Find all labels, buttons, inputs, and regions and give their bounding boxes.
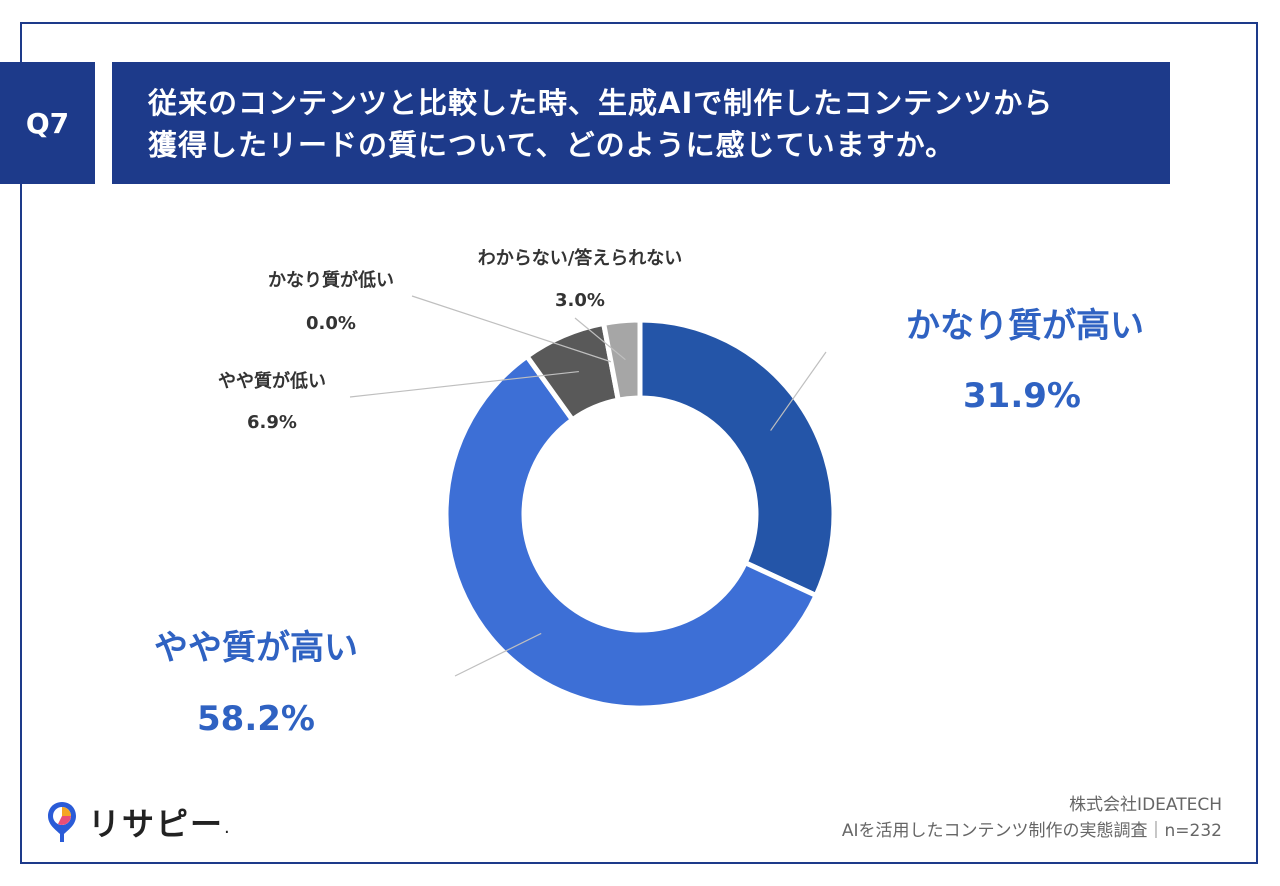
slice-somewhat-high [443,352,820,711]
label-very-high-name: かなり質が高い [906,306,1144,346]
label-somewhat-high-name: やや質が高い [154,628,358,668]
label-very-low-value: 0.0% [306,313,356,334]
leader-line [574,317,626,361]
question-title: 従来のコンテンツと比較した時、生成AIで制作したコンテンツから 獲得したリードの… [112,62,1170,184]
donut-slices [443,317,837,711]
leader-line [454,632,542,677]
label-very-high-value: 31.9% [963,376,1081,416]
question-line-1: 従来のコンテンツと比較した時、生成AIで制作したコンテンツから [148,86,1054,120]
question-badge: Q7 [0,62,95,184]
leader-line [770,351,827,431]
brand-name: リサピー [88,805,225,843]
label-somewhat-low-name: やや質が低い [218,370,326,392]
leader-line [349,370,579,398]
label-somewhat-high-value: 58.2% [197,699,315,739]
brand-dot: . [224,817,230,838]
map-pin-icon [46,800,78,844]
label-unknown-name: わからない/答えられない [478,247,683,269]
source-company: 株式会社IDEATECH [1069,795,1222,815]
source-survey: AIを活用したコンテンツ制作の実態調査｜n=232 [841,821,1222,841]
label-somewhat-low-value: 6.9% [247,412,297,433]
leader-lines [349,295,827,677]
slice-unknown [600,317,643,403]
source-note: 株式会社IDEATECH AIを活用したコンテンツ制作の実態調査｜n=232 [842,792,1222,844]
brand-logo: リサピー . [46,800,230,844]
question-line-2: 獲得したリードの質について、どのように感じていますか。 [148,128,956,162]
label-very-low-name: かなり質が低い [268,269,394,291]
leader-line [411,295,612,363]
slice-very-high [637,317,837,599]
label-unknown-value: 3.0% [555,290,605,311]
slide-frame [20,22,1258,864]
